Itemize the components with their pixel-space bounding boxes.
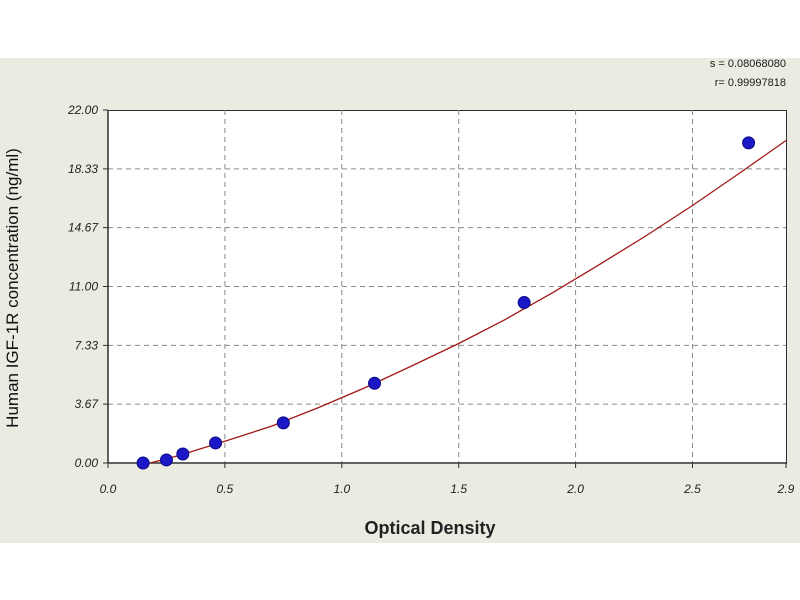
x-tick-label: 2.0 [566, 482, 584, 496]
y-tick-label: 11.00 [69, 280, 98, 294]
y-tick-label: 7.33 [75, 338, 99, 352]
x-tick-label: 0.5 [217, 482, 234, 496]
data-point [517, 296, 531, 310]
x-tick-label: 2.9 [777, 482, 795, 496]
data-point [176, 447, 190, 461]
y-tick-label: 14.67 [68, 221, 99, 235]
y-tick-label: 3.67 [75, 397, 100, 411]
x-tick-label: 1.5 [450, 482, 467, 496]
x-axis-label: Optical Density [364, 518, 496, 538]
data-point [136, 456, 150, 470]
y-tick-label: 22.00 [67, 103, 98, 117]
y-axis-label: Human IGF-1R concentration (ng/ml) [3, 148, 22, 428]
data-point [209, 436, 223, 450]
stat-r-value: r= 0.99997818 [714, 77, 786, 89]
y-tick-label: 18.33 [68, 162, 98, 176]
x-tick-label: 1.0 [333, 482, 350, 496]
data-point [159, 453, 173, 467]
x-tick-label: 2.5 [683, 482, 701, 496]
x-tick-label: 0.0 [100, 482, 117, 496]
data-point [276, 416, 290, 430]
y-tick-label: 0.00 [75, 456, 99, 470]
data-point [368, 376, 382, 390]
fit-curve [147, 139, 786, 463]
stat-s-value: s = 0.08068080 [709, 58, 786, 70]
data-point [742, 136, 756, 150]
plot-area [108, 110, 787, 464]
